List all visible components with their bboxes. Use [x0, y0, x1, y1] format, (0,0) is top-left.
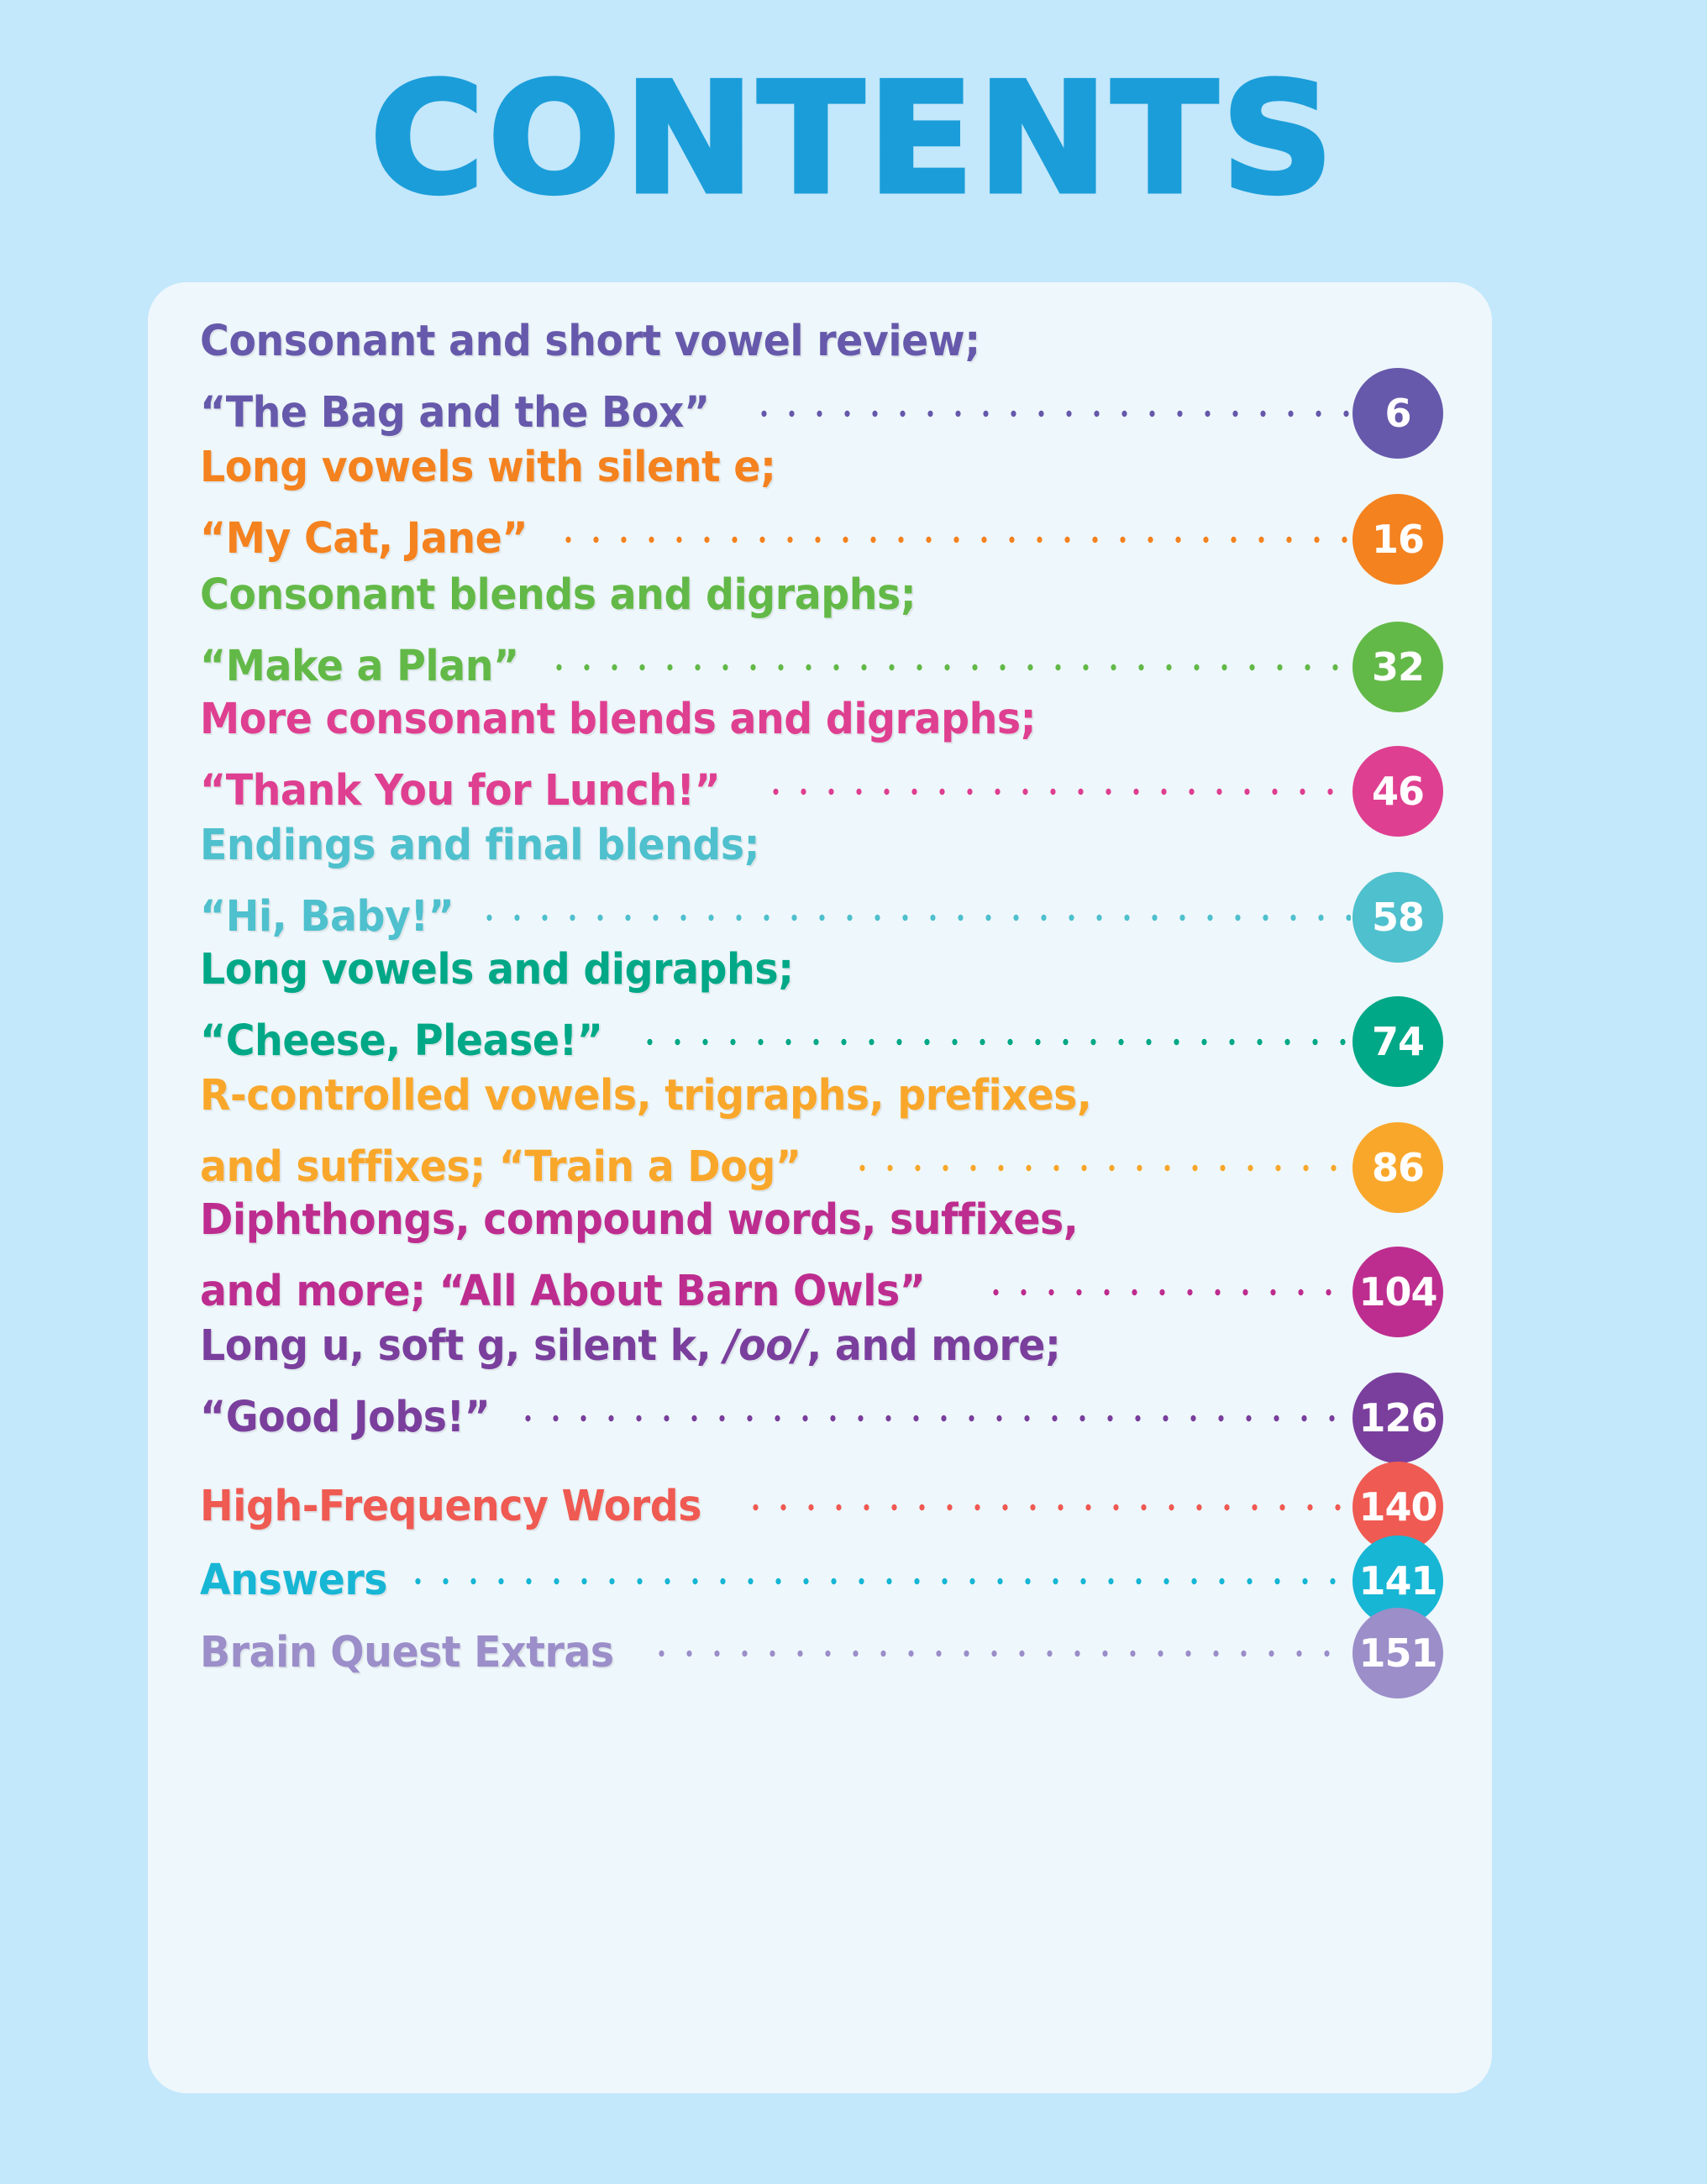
- leader-dots: [770, 785, 1351, 797]
- contents-panel: Consonant and short vowel review; “The B…: [148, 282, 1492, 2093]
- toc-line1-post: , and more;: [806, 1321, 1061, 1371]
- toc-entry-line1: Long u, soft g, silent k, /oo/, and more…: [200, 1320, 1356, 1373]
- toc-entry-line1: Consonant and short vowel review;: [200, 317, 980, 366]
- page-number-badge[interactable]: 104: [1352, 1247, 1443, 1337]
- toc-entry-lastline: “Hi, Baby!” 58: [200, 872, 1443, 963]
- toc-entry[interactable]: Diphthongs, compound words, suffixes, an…: [200, 1194, 1443, 1337]
- toc-entry-line2: and more; “All About Barn Owls”: [200, 1267, 926, 1316]
- leader-dots: [554, 661, 1351, 673]
- leader-dots: [644, 1036, 1351, 1047]
- toc-entry-line1: Long vowels with silent e;: [200, 443, 776, 492]
- toc-entry-line1: Long vowels and digraphs;: [200, 945, 794, 995]
- toc-entry-line1: Endings and final blends;: [200, 821, 760, 870]
- page-number-badge[interactable]: 16: [1352, 494, 1443, 585]
- toc-entry-lastline: and more; “All About Barn Owls” 104: [200, 1247, 1443, 1337]
- toc-line1-italic: /oo/: [724, 1321, 807, 1371]
- toc-entry-line2: “Cheese, Please!”: [200, 1016, 603, 1066]
- toc-entry-lastline: Brain Quest Extras 151: [200, 1608, 1443, 1698]
- page-number-badge[interactable]: 141: [1352, 1536, 1443, 1626]
- toc-entry-lastline: “My Cat, Jane” 16: [200, 494, 1443, 585]
- toc-entry-lastline: “Good Jobs!” 126: [200, 1373, 1443, 1463]
- leader-dots: [564, 533, 1351, 545]
- toc-entry-line1: Consonant blends and digraphs;: [200, 570, 917, 620]
- page-number-badge[interactable]: 32: [1352, 622, 1443, 712]
- leader-dots: [656, 1647, 1351, 1659]
- toc-entry-line1: R-controlled vowels, trigraphs, prefixes…: [200, 1071, 1092, 1121]
- page-number-badge[interactable]: 86: [1352, 1122, 1443, 1213]
- toc-entry-line2: “Good Jobs!”: [200, 1393, 491, 1442]
- toc-entry[interactable]: Consonant blends and digraphs; “Make a P…: [200, 570, 1443, 712]
- page-title: CONTENTS: [368, 50, 1337, 228]
- page-number-badge[interactable]: 74: [1352, 996, 1443, 1087]
- toc-entry-lastline: “The Bag and the Box” 6: [200, 368, 1443, 459]
- toc-entry-line2: “My Cat, Jane”: [200, 514, 528, 564]
- toc-entry[interactable]: Brain Quest Extras 151: [200, 1608, 1443, 1698]
- toc-entry[interactable]: Long vowels and digraphs; “Cheese, Pleas…: [200, 944, 1443, 1087]
- toc-entry[interactable]: High-Frequency Words 140: [200, 1462, 1443, 1552]
- leader-dots: [759, 407, 1351, 419]
- page-number-badge[interactable]: 6: [1352, 368, 1443, 459]
- toc-entry[interactable]: R-controlled vowels, trigraphs, prefixes…: [200, 1070, 1443, 1213]
- toc-entry-line2: “Make a Plan”: [200, 642, 519, 691]
- toc-entry-line2: and suffixes; “Train a Dog”: [200, 1142, 801, 1192]
- toc-entry-line2: Brain Quest Extras: [200, 1628, 614, 1677]
- toc-entry-lastline: “Thank You for Lunch!” 46: [200, 746, 1443, 837]
- leader-dots: [412, 1575, 1351, 1587]
- toc-entry-line2: Answers: [200, 1556, 388, 1605]
- table-of-contents: Consonant and short vowel review; “The B…: [148, 282, 1492, 2093]
- toc-entry-line2: “Hi, Baby!”: [200, 892, 454, 942]
- page-number-badge[interactable]: 151: [1352, 1608, 1443, 1698]
- page-number-badge[interactable]: 46: [1352, 746, 1443, 837]
- toc-entry-line1: More consonant blends and digraphs;: [200, 695, 1037, 744]
- leader-dots: [991, 1286, 1351, 1298]
- toc-entry[interactable]: More consonant blends and digraphs; “Tha…: [200, 694, 1443, 837]
- leader-dots: [750, 1501, 1351, 1513]
- toc-entry-lastline: “Cheese, Please!” 74: [200, 996, 1443, 1087]
- toc-line1-pre: Long u, soft g, silent k,: [200, 1321, 725, 1371]
- toc-entry-lastline: “Make a Plan” 32: [200, 622, 1443, 712]
- toc-entry[interactable]: Answers 141: [200, 1536, 1443, 1626]
- leader-dots: [858, 1162, 1351, 1173]
- toc-entry[interactable]: Endings and final blends; “Hi, Baby!” 58: [200, 820, 1443, 963]
- toc-entry[interactable]: Long vowels with silent e; “My Cat, Jane…: [200, 442, 1443, 585]
- toc-entry-line2: “The Bag and the Box”: [200, 388, 710, 438]
- toc-entry-lastline: and suffixes; “Train a Dog” 86: [200, 1122, 1443, 1213]
- leader-dots: [523, 1412, 1351, 1424]
- page-number-badge[interactable]: 126: [1352, 1373, 1443, 1463]
- toc-entry-line1: Diphthongs, compound words, suffixes,: [200, 1195, 1079, 1245]
- page-number-badge[interactable]: 58: [1352, 872, 1443, 963]
- toc-entry-line2: High-Frequency Words: [200, 1482, 701, 1531]
- toc-entry[interactable]: Consonant and short vowel review; “The B…: [200, 316, 1443, 459]
- toc-entry-line2: “Thank You for Lunch!”: [200, 766, 721, 816]
- toc-entry-lastline: High-Frequency Words 140: [200, 1462, 1443, 1552]
- leader-dots: [485, 911, 1351, 923]
- toc-entry-lastline: Answers 141: [200, 1536, 1443, 1626]
- toc-entry[interactable]: Long u, soft g, silent k, /oo/, and more…: [200, 1320, 1443, 1463]
